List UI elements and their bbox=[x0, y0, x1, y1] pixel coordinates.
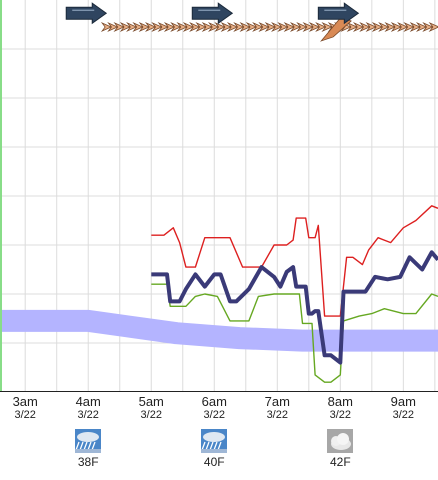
wind-arrow-small bbox=[245, 21, 258, 32]
x-tick-time: 8am bbox=[327, 394, 353, 409]
weather-item: 42F bbox=[310, 429, 370, 469]
wind-arrow-small bbox=[422, 21, 434, 32]
wind-arrow-small bbox=[157, 21, 169, 32]
x-tick-time: 5am bbox=[138, 394, 164, 409]
cloudy-icon bbox=[327, 429, 354, 453]
x-tick-7am: 7am 3/22 bbox=[247, 394, 307, 422]
x-tick-time: 6am bbox=[201, 394, 227, 409]
wind-arrow-small bbox=[346, 21, 358, 32]
x-tick-time: 9am bbox=[390, 394, 416, 409]
x-tick-date: 3/22 bbox=[266, 409, 288, 421]
wind-arrow-small bbox=[195, 21, 207, 32]
wind-arrow-small bbox=[113, 21, 125, 32]
weather-item: 38F bbox=[58, 429, 118, 469]
rain-snow-icon bbox=[201, 429, 228, 453]
wind-arrow-small bbox=[289, 21, 302, 32]
wind-arrow-small bbox=[176, 21, 188, 32]
weather-temp: 40F bbox=[203, 455, 225, 469]
wind-arrow-small bbox=[277, 21, 289, 32]
x-tick-date: 3/22 bbox=[329, 409, 352, 421]
wind-arrow-small bbox=[170, 21, 182, 32]
wind-arrow-small bbox=[258, 21, 270, 32]
weather-temp: 42F bbox=[329, 455, 351, 469]
x-tick-time: 3am bbox=[12, 394, 38, 409]
wind-arrow-small bbox=[145, 21, 157, 32]
wind-arrow-small bbox=[226, 21, 239, 32]
wind-arrow-large bbox=[191, 2, 234, 25]
x-tick-4am: 4am 3/22 bbox=[58, 394, 118, 422]
wind-arrow-small bbox=[220, 21, 232, 32]
x-tick-date: 3/22 bbox=[140, 409, 162, 421]
series-line-1 bbox=[151, 205, 438, 317]
x-tick-time: 4am bbox=[75, 394, 101, 409]
x-tick-time: 7am bbox=[264, 394, 290, 409]
wind-arrow-small bbox=[397, 21, 409, 32]
wind-arrows bbox=[65, 2, 438, 42]
x-tick-3am: 3am 3/22 bbox=[0, 394, 55, 422]
wind-arrow-small bbox=[321, 21, 333, 32]
wind-arrow-small bbox=[271, 21, 283, 32]
wind-arrow-small bbox=[384, 21, 396, 32]
x-tick-9am: 9am 3/22 bbox=[373, 394, 433, 422]
wind-arrow-small bbox=[352, 21, 365, 32]
wind-arrow-small bbox=[151, 21, 163, 32]
wind-arrow-small bbox=[302, 21, 314, 32]
wind-barb-gust bbox=[319, 16, 352, 42]
wind-arrow-small bbox=[365, 21, 377, 32]
wind-arrow-small bbox=[428, 21, 438, 32]
x-tick-8am: 8am 3/22 bbox=[310, 394, 370, 422]
chart-plot-area bbox=[0, 0, 438, 392]
wind-arrow-small bbox=[201, 21, 213, 32]
wind-arrow-small bbox=[359, 21, 371, 32]
wind-arrow-small bbox=[138, 21, 150, 32]
series-line-2 bbox=[151, 250, 438, 365]
wind-arrow-small bbox=[371, 21, 384, 32]
rain-snow-icon bbox=[75, 429, 102, 453]
wind-arrow-small bbox=[233, 21, 245, 32]
weather-item: 40F bbox=[184, 429, 244, 469]
weather-temp: 38F bbox=[77, 455, 99, 469]
wind-arrow-small bbox=[214, 21, 226, 32]
wind-arrow-small bbox=[390, 21, 403, 32]
wind-arrow-small bbox=[100, 21, 113, 32]
x-tick-date: 3/22 bbox=[14, 409, 36, 421]
x-tick-date: 3/22 bbox=[77, 409, 99, 421]
wind-arrow-small bbox=[378, 21, 390, 32]
wind-arrow-small bbox=[315, 21, 327, 32]
wind-arrow-small bbox=[208, 21, 220, 32]
wind-arrow-small bbox=[416, 21, 428, 32]
wind-arrow-small bbox=[132, 21, 144, 32]
wind-arrow-small bbox=[252, 21, 264, 32]
wind-arrow-small bbox=[296, 21, 308, 32]
wind-arrow-small bbox=[409, 21, 421, 32]
x-tick-6am: 6am 3/22 bbox=[184, 394, 244, 422]
wind-arrow-small bbox=[308, 21, 321, 32]
wind-arrow-small bbox=[283, 21, 295, 32]
wind-arrow-small bbox=[107, 21, 119, 32]
wind-arrow-small bbox=[119, 21, 132, 32]
wind-arrow-small bbox=[126, 21, 138, 32]
wind-arrow-small bbox=[163, 21, 176, 32]
wind-arrow-small bbox=[239, 21, 251, 32]
wind-arrow-small bbox=[403, 21, 415, 32]
series-layer bbox=[0, 205, 438, 383]
x-tick-date: 3/22 bbox=[392, 409, 415, 421]
wind-arrow-small bbox=[264, 21, 276, 32]
series-line-4 bbox=[0, 309, 438, 352]
x-tick-5am: 5am 3/22 bbox=[121, 394, 181, 422]
wind-arrow-small bbox=[189, 21, 201, 32]
wind-arrow-large bbox=[65, 2, 108, 25]
wind-arrow-small bbox=[182, 21, 195, 32]
series-line-3 bbox=[151, 283, 438, 383]
wind-arrow-large bbox=[317, 2, 360, 25]
x-tick-date: 3/22 bbox=[203, 409, 225, 421]
